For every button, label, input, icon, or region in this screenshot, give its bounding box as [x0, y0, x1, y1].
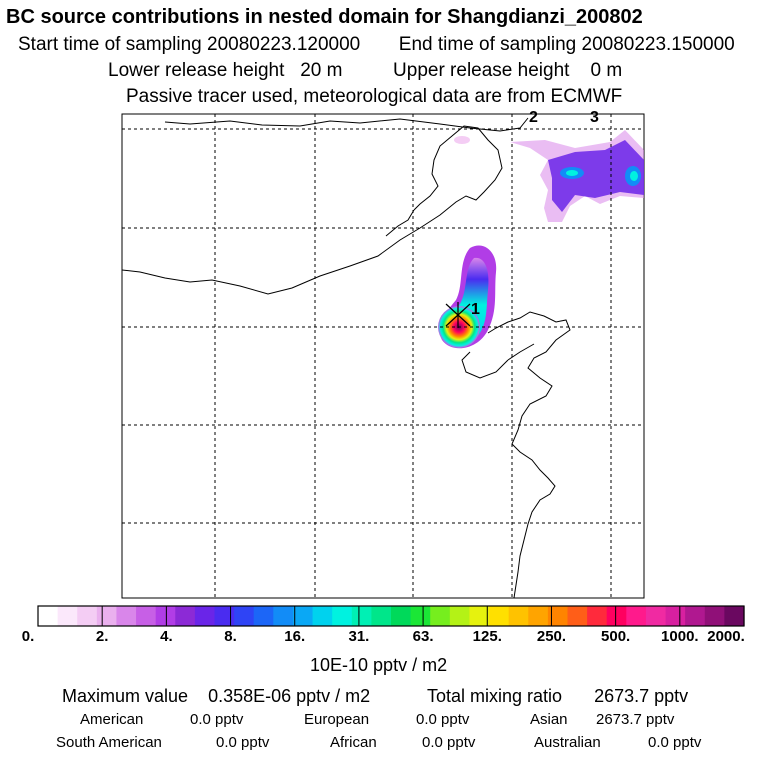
start-time-label: Start time of sampling 20080223.120000 [18, 34, 361, 55]
region-american-label: American [80, 711, 144, 728]
colorbar-tick-label: 31. [348, 628, 370, 645]
colorbar-cell [391, 606, 412, 626]
colorbar-cell [96, 606, 118, 626]
colorbar-cell [645, 606, 667, 626]
colorbar-cell [567, 606, 588, 626]
region-european-label: European [304, 711, 370, 728]
colorbar-cell [685, 606, 706, 626]
release-heights: Lower release height 20 m Upper release … [108, 60, 768, 82]
tracer-info: Passive tracer used, meteorological data… [126, 86, 623, 107]
max-value-label: Maximum value [62, 686, 189, 706]
colorbar-cell [136, 606, 157, 626]
region-australian-value: 0.0 pptv [648, 734, 702, 751]
colorbar-cell [175, 606, 196, 626]
grid-lines [122, 114, 644, 598]
colorbar-cell [312, 606, 333, 626]
colorbar-cell [469, 606, 490, 626]
colorbar-cell [489, 606, 510, 626]
upper-release-height: Upper release height 0 m [393, 60, 623, 81]
marker-label-2: 2 [529, 109, 538, 126]
colorbar-cell [704, 606, 725, 626]
colorbar-cell [508, 606, 529, 626]
colorbar-tick-label: 4. [160, 628, 173, 645]
total-value: 2673.7 pptv [594, 686, 689, 706]
colorbar-cell [351, 606, 372, 626]
colorbar-tick-label: 0. [21, 628, 35, 645]
colorbar-tick-label: 1000. [661, 628, 699, 645]
colorbar-tick-label: 250. [536, 628, 567, 645]
colorbar-cell [116, 606, 137, 626]
colorbar-tick-label: 2. [95, 628, 109, 645]
region-south-american-value: 0.0 pptv [216, 734, 270, 751]
region-european-value: 0.0 pptv [416, 711, 470, 728]
region-australian-label: Australian [534, 734, 601, 751]
colorbar-tick-label: 8. [224, 628, 237, 645]
colorbar-cell [547, 606, 569, 626]
colorbar-cell [606, 606, 627, 626]
colorbar-tick-label: 2000. [707, 628, 745, 645]
colorbar-cell [155, 606, 176, 626]
colorbar-cell [214, 606, 235, 626]
colorbar-cell [57, 606, 78, 626]
colorbar-cell [626, 606, 647, 626]
colorbar-tick-label: 500. [601, 628, 631, 645]
region-african-label: African [330, 734, 377, 751]
sampling-times: Start time of sampling 20080223.120000 E… [18, 34, 768, 56]
region-asian-value: 2673.7 pptv [596, 711, 675, 728]
region-asian-label: Asian [530, 711, 568, 728]
plume-source [438, 245, 497, 349]
lower-release-height: Lower release height 20 m [108, 60, 343, 81]
map-title: BC source contributions in nested domain… [6, 6, 643, 28]
total-label: Total mixing ratio [427, 686, 563, 706]
colorbar-cell [332, 606, 353, 626]
colorbar-cell [194, 606, 216, 626]
region-african-value: 0.0 pptv [422, 734, 476, 751]
colorbar-cell [292, 606, 314, 626]
marker-label-3: 3 [590, 109, 599, 126]
colorbar-cell [430, 606, 451, 626]
colorbar-tick-label: 125. [472, 628, 502, 645]
colorbar-cell [449, 606, 471, 626]
colorbar-cell [77, 606, 98, 626]
region-american-value: 0.0 pptv [190, 711, 244, 728]
maximum-value: Maximum value 0.358E-06 pptv / m2 [62, 686, 370, 707]
colorbar-cell [528, 606, 549, 626]
coastline [122, 117, 571, 598]
marker-label-1: 1 [471, 301, 480, 318]
colorbar-cell [665, 606, 686, 626]
region-south-american-label: South American [56, 734, 162, 751]
colorbar-tick-label: 16. [284, 628, 306, 645]
colorbar-cell [38, 606, 59, 626]
colorbar-cell [253, 606, 274, 626]
colorbar-cell [410, 606, 431, 626]
colorbar-units: 10E-10 pptv / m2 [310, 655, 448, 675]
colorbar-cell [587, 606, 608, 626]
end-time-label: End time of sampling 20080223.150000 [398, 34, 735, 55]
colorbar-tick-label: 63. [412, 628, 434, 645]
colorbar-cell [724, 606, 745, 626]
colorbar-cell [234, 606, 255, 626]
total-mixing-ratio: Total mixing ratio 2673.7 pptv [427, 686, 688, 707]
max-value-number: 0.358E-06 pptv / m2 [208, 686, 371, 706]
colorbar-cell [371, 606, 392, 626]
colorbar-cell [273, 606, 294, 626]
station-marker-icon [445, 302, 471, 328]
